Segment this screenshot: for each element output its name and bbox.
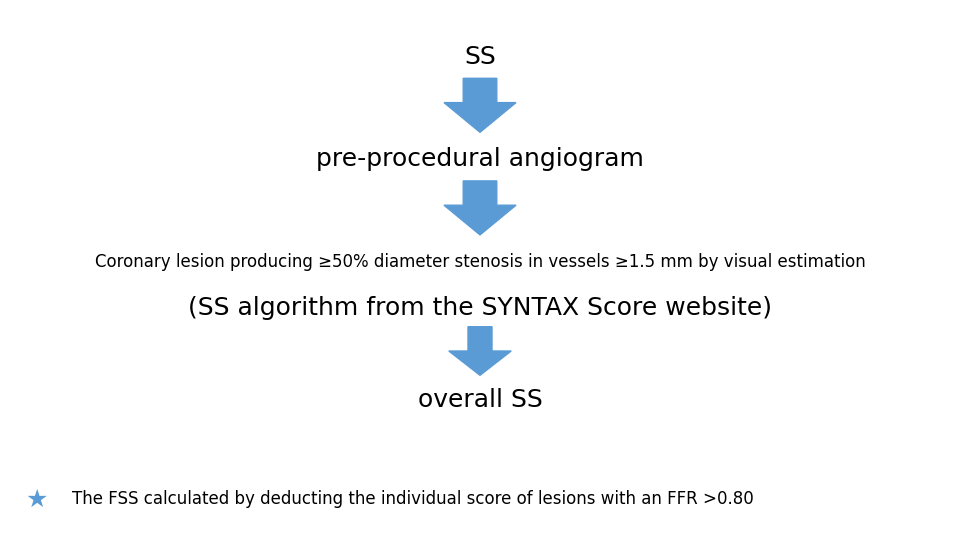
Text: ★: ★ <box>25 488 48 511</box>
FancyArrow shape <box>444 78 516 132</box>
Text: The FSS calculated by deducting the individual score of lesions with an FFR >0.8: The FSS calculated by deducting the indi… <box>72 490 754 509</box>
Text: pre-procedural angiogram: pre-procedural angiogram <box>316 147 644 171</box>
FancyArrow shape <box>444 181 516 235</box>
FancyArrow shape <box>449 327 511 375</box>
Text: (SS algorithm from the SYNTAX Score website): (SS algorithm from the SYNTAX Score webs… <box>188 296 772 320</box>
Text: overall SS: overall SS <box>418 388 542 411</box>
Text: SS: SS <box>464 45 496 69</box>
Text: Coronary lesion producing ≥50% diameter stenosis in vessels ≥1.5 mm by visual es: Coronary lesion producing ≥50% diameter … <box>95 253 865 271</box>
